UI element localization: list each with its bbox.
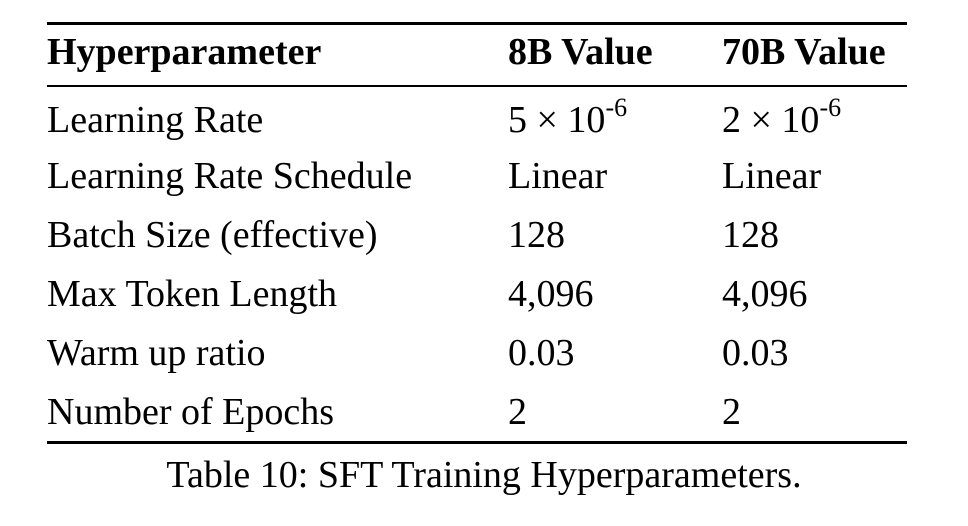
- value-8b-batch-size: 128: [508, 213, 565, 256]
- value-8b-epochs: 2: [508, 390, 527, 433]
- header-hyperparameter: Hyperparameter: [47, 31, 322, 73]
- header-8b-value: 8B Value: [508, 31, 653, 73]
- table-caption: Table 10: SFT Training Hyperparameters.: [166, 454, 802, 496]
- param-epochs: Number of Epochs: [47, 390, 335, 433]
- value-8b-lr-schedule: Linear: [508, 154, 608, 197]
- value-8b-warmup-ratio: 0.03: [508, 331, 575, 374]
- header-70b-value: 70B Value: [722, 31, 886, 73]
- hyperparameter-table: Hyperparameter 8B Value 70B Value Learni…: [47, 29, 907, 441]
- param-batch-size: Batch Size (effective): [47, 213, 378, 256]
- value-70b-batch-size: 128: [722, 213, 779, 256]
- table-row: Learning Rate 5 × 10-6 2 × 10-6: [47, 87, 907, 146]
- table-row: Learning Rate Schedule Linear Linear: [47, 146, 907, 205]
- mantissa: 2 × 10: [722, 98, 820, 141]
- table-row: Max Token Length 4,096 4,096: [47, 264, 907, 323]
- table-row: Warm up ratio 0.03 0.03: [47, 323, 907, 382]
- bottom-rule: [47, 441, 907, 444]
- header-row: Hyperparameter 8B Value 70B Value: [47, 29, 907, 87]
- param-max-token-length: Max Token Length: [47, 272, 338, 315]
- exponent: -6: [819, 92, 842, 122]
- top-rule: [47, 22, 907, 25]
- table-row: Batch Size (effective) 128 128: [47, 205, 907, 264]
- exponent: -6: [605, 92, 628, 122]
- param-learning-rate: Learning Rate: [47, 98, 264, 141]
- value-8b-learning-rate: 5 × 10-6: [508, 87, 722, 146]
- header-rule: [47, 85, 907, 87]
- param-lr-schedule: Learning Rate Schedule: [47, 154, 413, 197]
- value-70b-learning-rate: 2 × 10-6: [722, 87, 907, 146]
- mantissa: 5 × 10: [508, 98, 606, 141]
- value-70b-lr-schedule: Linear: [722, 154, 822, 197]
- table-row: Number of Epochs 2 2: [47, 382, 907, 441]
- param-warmup-ratio: Warm up ratio: [47, 331, 266, 374]
- value-70b-epochs: 2: [722, 390, 741, 433]
- value-8b-max-token-length: 4,096: [508, 272, 594, 315]
- value-70b-warmup-ratio: 0.03: [722, 331, 789, 374]
- value-70b-max-token-length: 4,096: [722, 272, 808, 315]
